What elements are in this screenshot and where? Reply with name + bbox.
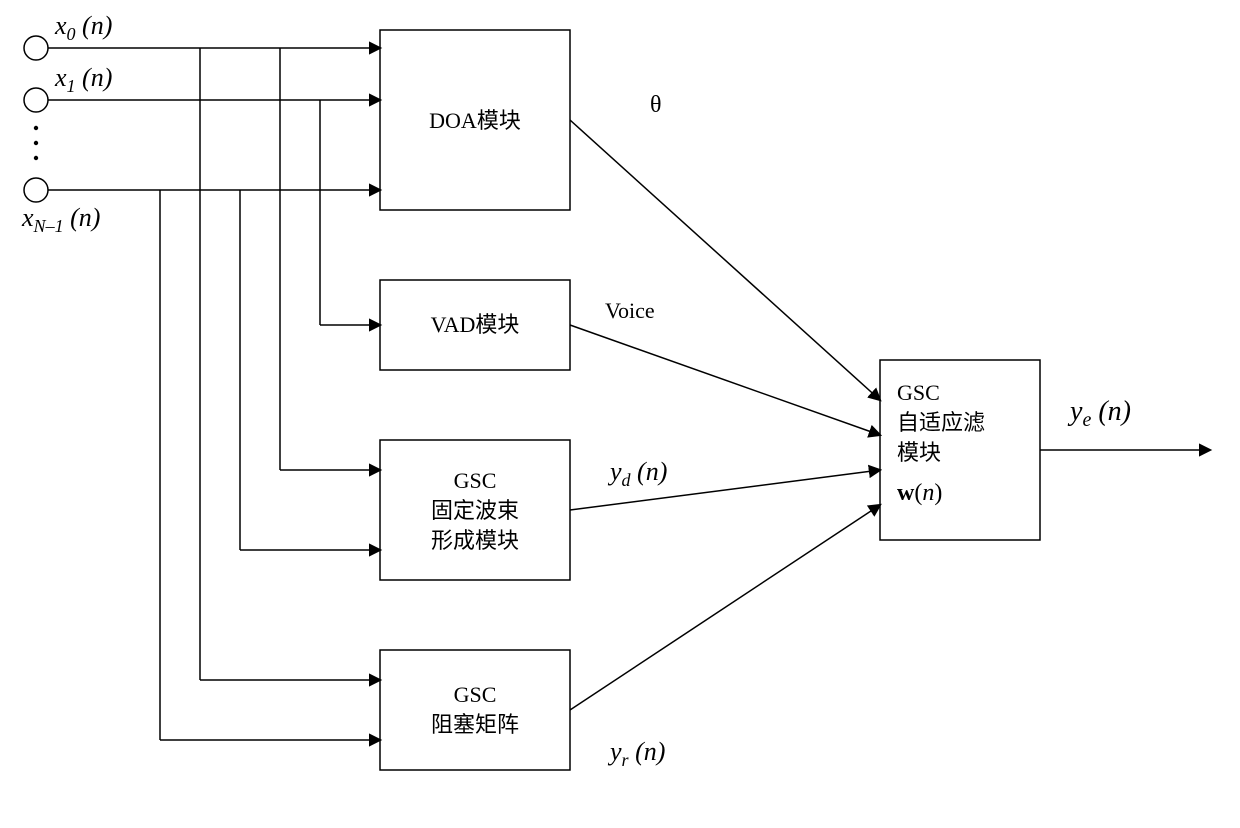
vad-module-label: VAD模块 [431,312,520,337]
label-theta: θ [650,92,662,118]
label-voice: Voice [605,298,655,323]
ellipsis-dot [34,156,38,160]
label-x0: x0 (n) [54,11,112,44]
adapt-line1: GSC [897,380,940,405]
adapt-line2: 自适应滤 [897,410,985,435]
wire-yr [570,505,880,710]
wire-theta [570,120,880,400]
bm-line2: 阻塞矩阵 [431,712,519,737]
label-ye: ye (n) [1067,396,1131,431]
fbf-line3: 形成模块 [431,528,519,553]
gsc-block-diagram: x0 (n) x1 (n) xN–1 (n) DOA模块 VAD模块 GSC 固… [0,0,1240,828]
adapt-line3: 模块 [897,440,941,465]
fbf-line2: 固定波束 [431,498,519,523]
ellipsis-dot [34,126,38,130]
adapt-line4: w(n) [897,480,942,506]
sensor-x0 [24,36,48,60]
label-yd: yd (n) [607,457,667,490]
label-xN1: xN–1 (n) [21,203,100,236]
label-yr: yr (n) [607,737,665,770]
doa-module-label: DOA模块 [429,108,521,133]
bm-line1: GSC [454,682,497,707]
sensor-xN1 [24,178,48,202]
bm-module-box [380,650,570,770]
wire-voice [570,325,880,435]
fbf-line1: GSC [454,468,497,493]
sensor-x1 [24,88,48,112]
ellipsis-dot [34,141,38,145]
label-x1: x1 (n) [54,63,112,96]
